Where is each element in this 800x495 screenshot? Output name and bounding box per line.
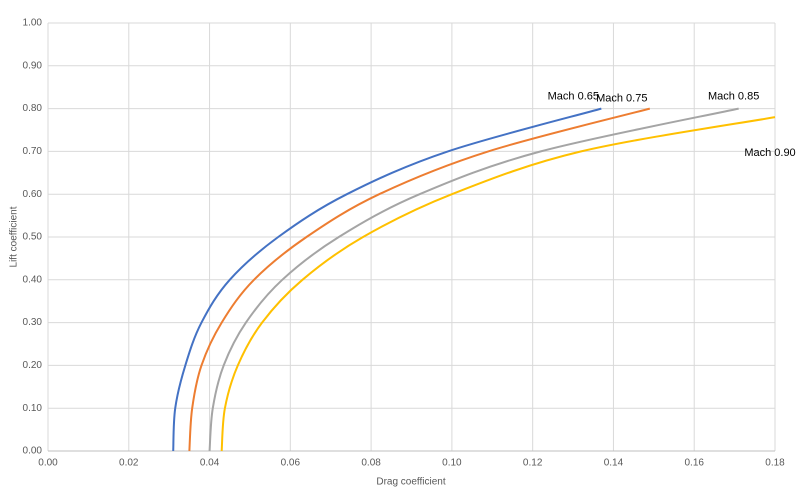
y-tick-label: 0.70 [23,146,43,157]
series-label: Mach 0.85 [708,91,759,103]
y-tick-label: 0.90 [23,60,43,71]
y-tick-label: 0.00 [23,446,43,457]
x-axis-title: Drag coefficient [376,477,446,488]
y-tick-label: 0.10 [23,403,43,414]
y-axis-title: Lift coefficient [9,206,20,267]
y-tick-label: 0.20 [23,360,43,371]
x-tick-label: 0.14 [604,458,624,469]
x-tick-label: 0.06 [281,458,301,469]
y-tick-label: 0.40 [23,274,43,285]
series-label: Mach 0.75 [596,93,647,105]
series-label: Mach 0.65 [548,91,599,103]
series-line [188,107,651,452]
series-line [172,107,602,452]
y-tick-label: 0.50 [23,232,43,243]
y-tick-label: 0.60 [23,189,43,200]
series-label: Mach 0.90 [744,147,795,159]
x-tick-label: 0.02 [119,458,139,469]
x-tick-label: 0.10 [442,458,462,469]
x-tick-label: 0.18 [765,458,785,469]
series-line [208,107,739,452]
y-tick-label: 1.00 [23,18,43,29]
y-tick-label: 0.30 [23,317,43,328]
x-tick-label: 0.16 [684,458,704,469]
series-line [220,116,776,452]
x-tick-label: 0.04 [200,458,220,469]
x-tick-label: 0.08 [361,458,381,469]
x-tick-label: 0.12 [523,458,543,469]
x-tick-label: 0.00 [38,458,58,469]
y-tick-label: 0.80 [23,103,43,114]
